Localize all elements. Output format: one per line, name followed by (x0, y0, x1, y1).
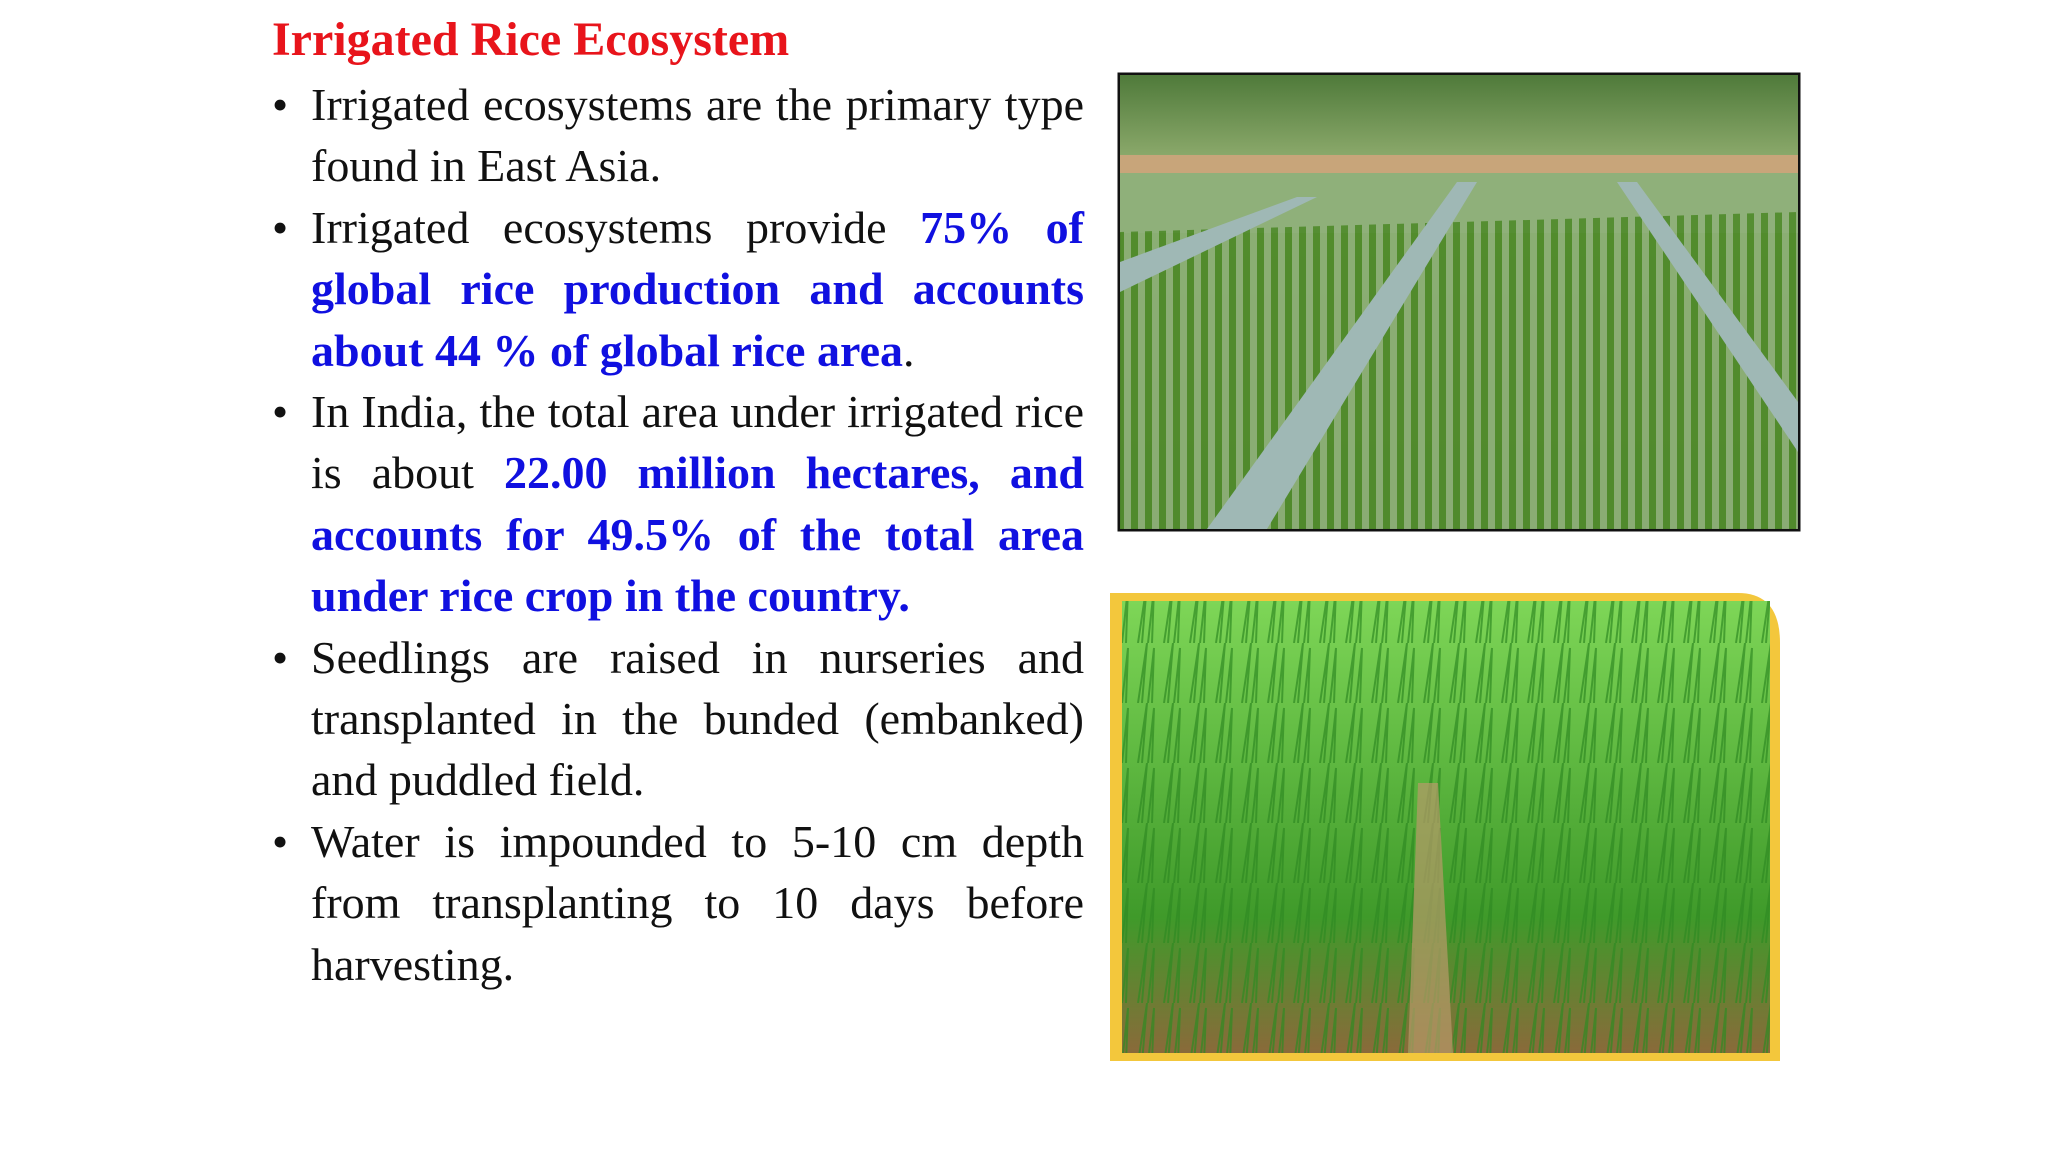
bullet-text: . (902, 324, 915, 376)
rice-field-photo (1117, 72, 1801, 532)
bullet: Irrigated ecosystems provide 75% of glob… (272, 197, 1084, 381)
bullet-list: Irrigated ecosystems are the primary typ… (272, 74, 1084, 995)
bullet-text: Irrigated ecosystems provide (311, 201, 921, 253)
bullet: Seedlings are raised in nurseries and tr… (272, 627, 1084, 811)
bullet: In India, the total area under irrigated… (272, 381, 1084, 627)
bullet: Irrigated ecosystems are the primary typ… (272, 74, 1084, 197)
bullet-text: In India, the total area under irrigated… (311, 386, 1084, 499)
bullet: Water is impounded to 5-10 cm depth from… (272, 811, 1084, 995)
bullet-text: Irrigated ecosystems are the primary typ… (311, 79, 1084, 192)
slide-title: Irrigated Rice Ecosystem (272, 13, 790, 66)
bullet-text: Seedlings are raised in nurseries and tr… (311, 631, 1084, 806)
emphasis-text: 75% of global rice production and accoun… (311, 201, 1084, 376)
emphasis-text: 22.00 million hectares, and accounts for… (311, 447, 1084, 622)
rice-seedling-photo (1110, 593, 1780, 1061)
bullet-text: Water is impounded to 5-10 cm depth from… (311, 815, 1084, 990)
